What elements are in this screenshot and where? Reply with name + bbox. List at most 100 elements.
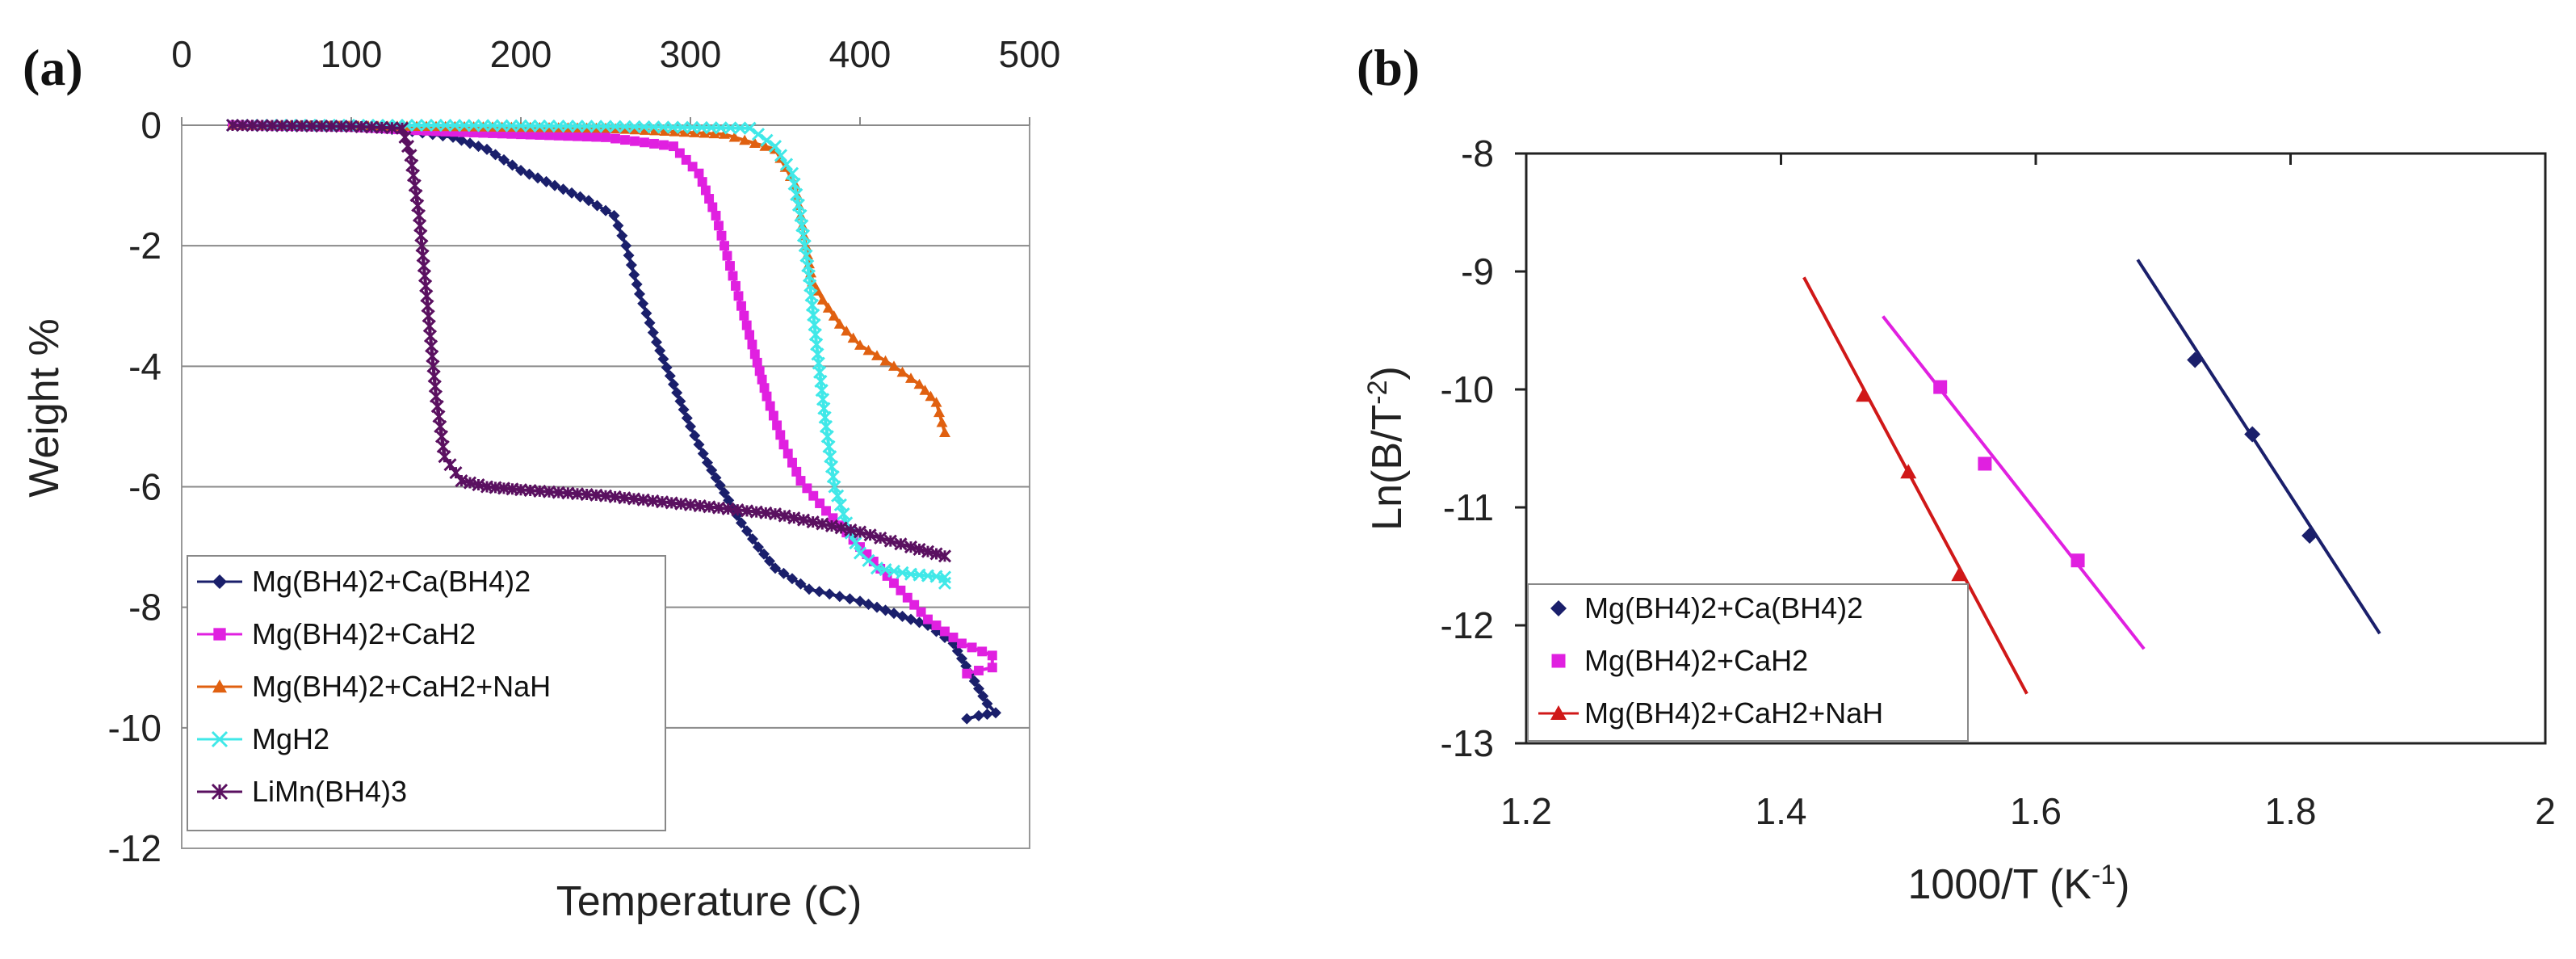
panel-a-data-point — [987, 650, 997, 661]
panel-b-data-point — [1978, 456, 1992, 471]
panel-a-data-point — [749, 137, 761, 148]
panel-a-data-point — [743, 121, 757, 135]
panel-a-data-point — [862, 549, 872, 559]
panel-b-data-point — [2301, 528, 2318, 545]
panel-a-data-point — [938, 549, 952, 563]
panel-a-x-tick-label: 400 — [829, 33, 892, 75]
panel-a-series-4 — [225, 118, 952, 563]
panel-a-data-point — [779, 158, 794, 171]
panel-a-data-point — [751, 128, 766, 141]
panel-a-data-point — [902, 592, 913, 603]
panel-a-data-point — [375, 120, 388, 134]
panel-a-data-point — [828, 513, 838, 524]
panel-a-data-point — [429, 389, 443, 403]
panel-a-data-point — [533, 119, 547, 132]
panel-a-y-tick-label: -12 — [108, 827, 162, 869]
panel-a-data-point — [668, 378, 679, 390]
panel-b-fit-line-2 — [1802, 276, 2028, 695]
panel-a-data-point — [967, 642, 977, 653]
panel-a-data-point — [707, 202, 718, 212]
panel-a-data-point — [620, 240, 632, 252]
panel-a-data-point — [497, 128, 507, 139]
panel-b-x-tick-labels: 1.2 1.4 1.6 1.8 2 — [1500, 790, 2556, 832]
panel-a-legend-marker-2 — [212, 679, 227, 693]
panel-a-data-point — [628, 268, 640, 280]
panel-a-data-point — [723, 494, 735, 507]
panel-b: (b) 1.2 1.4 1.6 1.8 2 -8 -9 -10 -11 -12 -13 Ln(B/… — [1357, 39, 2556, 908]
panel-a-data-point — [404, 149, 417, 162]
panel-a-data-point — [828, 310, 840, 321]
panel-b-legend-label-1: Mg(BH4)2+CaH2 — [1584, 644, 1808, 677]
panel-a-data-point — [923, 614, 933, 625]
panel-a-data-point — [820, 430, 834, 444]
panel-b-plot-area — [1525, 152, 2547, 745]
panel-a-data-point — [841, 325, 853, 336]
panel-a-data-point — [505, 119, 518, 132]
panel-a-data-point — [977, 646, 988, 657]
panel-a-data-point — [440, 126, 451, 137]
panel-a-data-point — [472, 141, 485, 153]
panel-b-series-2 — [1802, 276, 2028, 695]
panel-a-data-point — [618, 120, 631, 133]
panel-a-data-point — [406, 169, 421, 183]
panel-a-data-point — [761, 391, 772, 402]
panel-a-data-point — [523, 168, 535, 180]
panel-a-data-point — [791, 198, 805, 212]
panel-a-data-point — [778, 509, 791, 523]
panel-a-data-point — [896, 585, 906, 595]
panel-a-data-point — [747, 339, 757, 350]
panel-a-data-point — [436, 440, 450, 453]
panel-a-data-point — [506, 128, 517, 139]
panel-a-data-point — [553, 130, 564, 141]
panel-a-data-point — [760, 133, 774, 147]
panel-a-data-point — [664, 370, 676, 382]
panel-a-data-point — [916, 607, 926, 617]
panel-a-data-point — [631, 278, 643, 290]
panel-b-legend-marker-1 — [1551, 654, 1566, 668]
panel-a-data-point — [408, 179, 422, 192]
panel-a-data-point — [844, 593, 856, 605]
panel-a-data-point — [871, 601, 883, 613]
panel-a-data-point — [515, 164, 527, 176]
panel-a-data-point — [936, 416, 948, 427]
panel-a-data-point — [600, 204, 611, 217]
panel-a-data-point — [716, 230, 727, 241]
panel-b-x-tick-label: 1.8 — [2265, 790, 2317, 832]
panel-a-data-point — [768, 507, 782, 521]
panel-a-data-point — [787, 177, 801, 191]
panel-a-data-point — [608, 209, 620, 221]
panel-a-data-point — [687, 162, 698, 172]
panel-a-data-point — [644, 317, 656, 329]
panel-a-data-point — [822, 440, 836, 453]
panel-a-data-point — [334, 120, 348, 133]
panel-a-data-point — [694, 120, 709, 135]
panel-a-data-point — [686, 120, 699, 134]
panel-a-data-point — [868, 557, 879, 566]
panel-a-data-point — [610, 133, 620, 144]
panel-a-data-point — [601, 132, 610, 142]
panel-a-legend-marker-3 — [211, 730, 229, 748]
panel-a-data-point — [689, 430, 701, 442]
panel-a-data-point — [824, 588, 836, 600]
panel-a-data-point — [566, 187, 577, 199]
panel-a-data-point — [816, 517, 829, 531]
panel-a-legend-label-4: LiMn(BH4)3 — [252, 775, 407, 808]
panel-a-data-point — [747, 533, 758, 545]
panel-a-data-point — [913, 616, 925, 629]
panel-a-data-point — [295, 119, 308, 132]
panel-a-data-point — [365, 120, 379, 134]
panel-a-y-tick-labels: 0 -2 -4 -6 -8 -10 -12 — [108, 104, 162, 869]
panel-a-data-point — [795, 578, 807, 590]
panel-a-data-point — [731, 280, 740, 291]
panel-a-data-point — [540, 175, 552, 187]
panel-b-x-tick-label: 2 — [2535, 790, 2556, 832]
panel-a-data-point — [768, 140, 782, 154]
panel-a-data-point — [828, 480, 841, 494]
panel-b-data-point — [2070, 553, 2085, 568]
panel-a-data-point — [570, 120, 585, 133]
panel-a-data-point — [669, 141, 678, 152]
panel-a-data-point — [711, 210, 721, 221]
panel-a-data-point — [514, 119, 528, 132]
panel-b-fit-line-0 — [2136, 259, 2381, 635]
panel-a-data-point — [438, 119, 452, 132]
